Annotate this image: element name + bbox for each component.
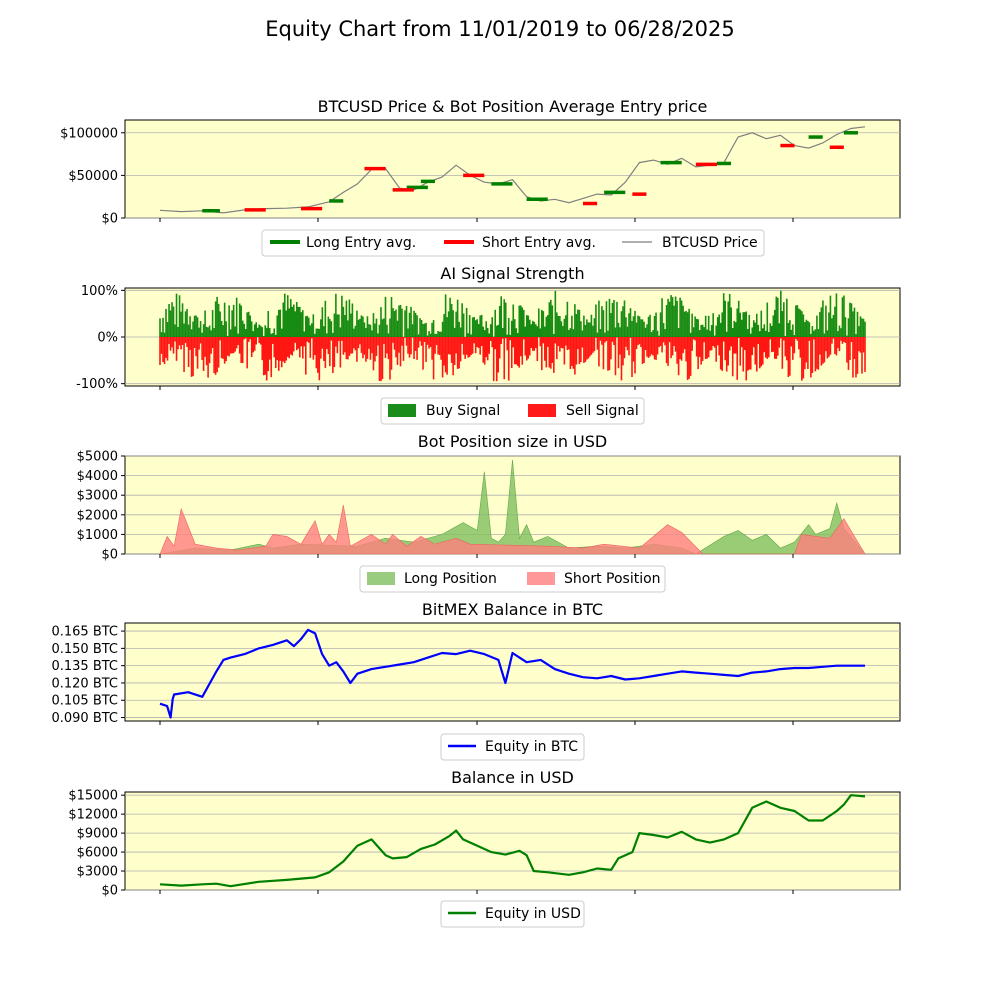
position-legend-box xyxy=(359,565,666,593)
price-panel-x-ticks xyxy=(159,218,794,222)
y-tick-label: 100% xyxy=(81,284,118,299)
y-tick-label: 0.120 BTC xyxy=(51,676,118,691)
usd-balance-panel-plot-area xyxy=(124,791,901,891)
usd-legend-box xyxy=(440,900,585,928)
y-tick-label: $6000 xyxy=(77,846,118,861)
y-tick-label: -100% xyxy=(76,377,118,392)
usd-balance-panel: Balance in USD $0 $3000 $6000 $9000 $12000 $1… xyxy=(68,768,901,928)
price-panel-grid xyxy=(125,132,900,219)
y-tick-label: 0.105 BTC xyxy=(51,694,118,709)
legend-sell-signal-swatch xyxy=(528,404,556,417)
y-tick-label: $100000 xyxy=(60,126,118,141)
signal-panel-x-ticks xyxy=(159,386,794,390)
price-legend-box xyxy=(261,229,765,257)
usd-balance-panel-x-ticks xyxy=(159,890,794,894)
legend-long-position-swatch xyxy=(367,572,395,585)
btc-equity-line xyxy=(159,628,865,719)
price-panel: BTCUSD Price & Bot Position Average Entr… xyxy=(60,97,901,257)
price-panel-title: BTCUSD Price & Bot Position Average Entr… xyxy=(318,97,708,116)
y-tick-label: 0.090 BTC xyxy=(51,711,118,726)
y-tick-label: 0.150 BTC xyxy=(51,642,118,657)
signal-panel-y-ticks: -100% 0% 100% xyxy=(76,284,125,392)
price-panel-plot-area xyxy=(124,119,901,219)
legend-short-position-label: Short Position xyxy=(564,571,661,587)
y-tick-label: $0 xyxy=(101,212,118,227)
usd-balance-panel-y-ticks: $0 $3000 $6000 $9000 $12000 $15000 xyxy=(68,789,125,899)
signal-panel-title: AI Signal Strength xyxy=(440,264,584,283)
y-tick-label: $0 xyxy=(101,884,118,899)
signal-panel: AI Signal Strength -100% 0% 100% Buy Signa… xyxy=(76,264,901,425)
usd-balance-panel-marks xyxy=(159,794,866,888)
legend-buy-signal-swatch xyxy=(388,404,416,417)
usd-balance-panel-legend: Equity in USD xyxy=(440,900,585,928)
legend-usd-equity-label: Equity in USD xyxy=(485,906,581,922)
usd-equity-line xyxy=(159,794,866,888)
position-panel: Bot Position size in USD $0 $1000 $2000 $30… xyxy=(77,432,901,593)
figure-title: Equity Chart from 11/01/2019 to 06/28/20… xyxy=(265,17,735,41)
btc-legend-box xyxy=(440,733,585,761)
btc-balance-panel: BitMEX Balance in BTC 0.090 BTC 0.105 BTC… xyxy=(51,600,901,761)
y-tick-label: $9000 xyxy=(77,827,118,842)
legend-sell-signal-label: Sell Signal xyxy=(566,403,639,419)
position-panel-y-ticks: $0 $1000 $2000 $3000 $4000 $5000 xyxy=(77,450,125,563)
short-position-area xyxy=(159,504,866,555)
y-tick-label: $3000 xyxy=(77,489,118,504)
btc-balance-panel-plot-area xyxy=(124,622,901,722)
legend-long-position-label: Long Position xyxy=(404,571,497,587)
y-tick-label: $12000 xyxy=(68,808,118,823)
y-tick-label: 0.135 BTC xyxy=(51,659,118,674)
position-panel-legend: Long Position Short Position xyxy=(359,565,666,593)
btc-balance-panel-grid xyxy=(125,630,900,718)
btc-balance-panel-x-ticks xyxy=(159,721,794,725)
y-tick-label: $1000 xyxy=(77,528,118,543)
position-panel-x-ticks xyxy=(159,554,794,558)
position-panel-title: Bot Position size in USD xyxy=(418,432,607,451)
legend-buy-signal-label: Buy Signal xyxy=(426,403,500,419)
usd-balance-panel-title: Balance in USD xyxy=(451,768,574,787)
btc-balance-panel-title: BitMEX Balance in BTC xyxy=(422,600,603,619)
btc-balance-panel-legend: Equity in BTC xyxy=(440,733,585,761)
y-tick-label: $15000 xyxy=(68,789,118,804)
y-tick-label: $3000 xyxy=(77,865,118,880)
legend-short-position-swatch xyxy=(527,572,555,585)
price-panel-legend: Long Entry avg. Short Entry avg. BTCUSD … xyxy=(261,229,765,257)
y-tick-label: 0% xyxy=(97,331,118,346)
legend-long-entry-label: Long Entry avg. xyxy=(306,235,416,251)
signal-legend-box xyxy=(380,397,645,425)
legend-price-label: BTCUSD Price xyxy=(662,235,758,251)
y-tick-label: $4000 xyxy=(77,469,118,484)
btc-balance-panel-marks xyxy=(159,628,865,719)
y-tick-label: $0 xyxy=(101,548,118,563)
signal-panel-legend: Buy Signal Sell Signal xyxy=(380,397,645,425)
y-tick-label: $50000 xyxy=(68,169,118,184)
btc-balance-panel-y-ticks: 0.090 BTC 0.105 BTC 0.120 BTC 0.135 BTC 0.15… xyxy=(51,625,125,726)
y-tick-label: $2000 xyxy=(77,508,118,523)
signal-panel-marks xyxy=(159,290,866,382)
legend-short-entry-label: Short Entry avg. xyxy=(482,235,596,251)
price-panel-marks xyxy=(159,126,866,214)
price-panel-y-ticks: $0 $50000 $100000 xyxy=(60,126,125,227)
y-tick-label: $5000 xyxy=(77,450,118,465)
legend-btc-equity-label: Equity in BTC xyxy=(485,739,578,755)
y-tick-label: 0.165 BTC xyxy=(51,625,118,640)
position-panel-marks xyxy=(159,459,866,555)
